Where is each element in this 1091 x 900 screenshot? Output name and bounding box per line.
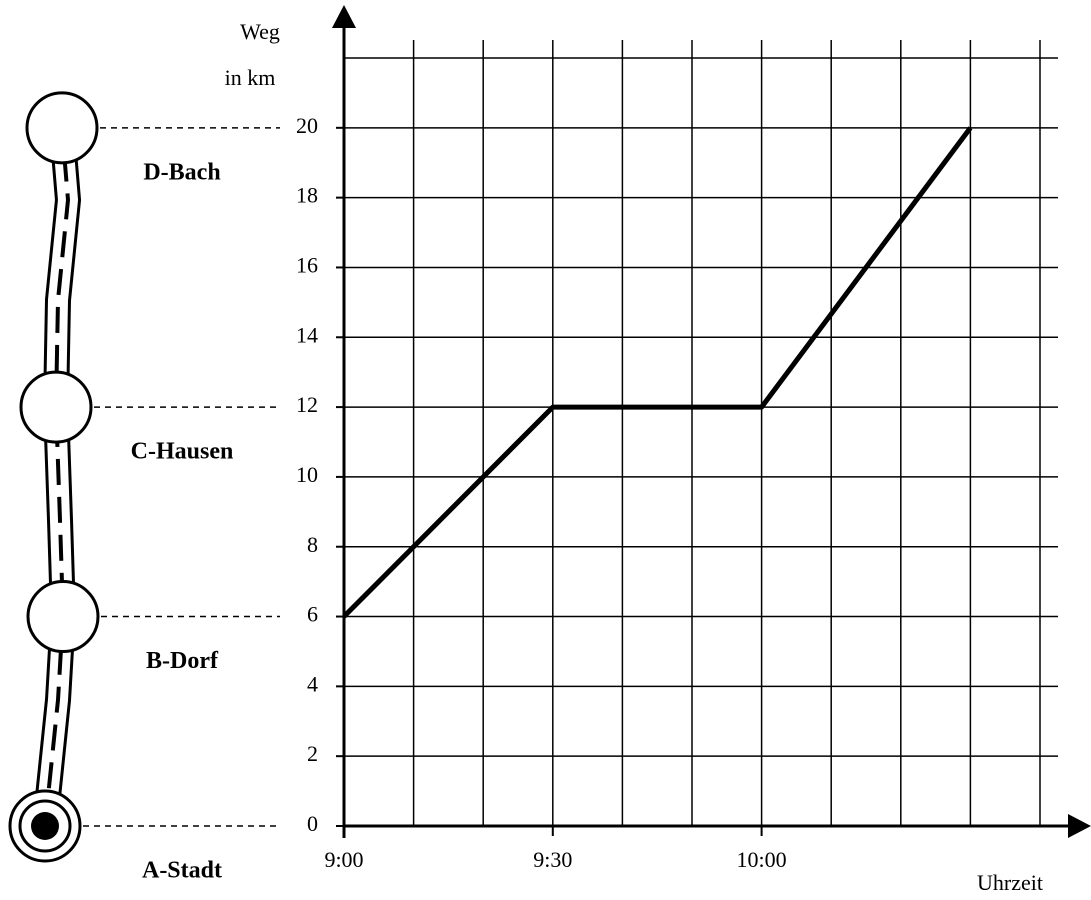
y-tick-label: 12 — [296, 392, 318, 417]
y-tick-label: 20 — [296, 113, 318, 138]
y-tick-label: 14 — [296, 322, 318, 347]
y-tick-label: 8 — [307, 532, 318, 557]
place-marker — [25, 91, 99, 165]
y-tick-label: 0 — [307, 811, 318, 836]
place-label: D-Bach — [143, 159, 220, 185]
x-axis-label: Uhrzeit — [977, 870, 1043, 895]
x-tick-label: 9:30 — [533, 847, 572, 872]
place-label: B-Dorf — [146, 648, 219, 674]
x-tick-label: 10:00 — [737, 847, 787, 872]
y-tick-label: 6 — [307, 602, 318, 627]
data-line — [342, 126, 973, 619]
place-marker — [26, 580, 100, 654]
x-tick-label: 9:00 — [324, 847, 363, 872]
y-tick-label: 10 — [296, 462, 318, 487]
y-axis-arrow — [332, 5, 356, 28]
y-tick-label: 2 — [307, 741, 318, 766]
place-marker-dot — [31, 812, 59, 840]
y-tick-label: 16 — [296, 253, 318, 278]
y-axis-label: Weg — [240, 19, 280, 44]
road — [32, 126, 81, 828]
place-label: C-Hausen — [131, 439, 234, 465]
x-axis-arrow — [1068, 814, 1091, 838]
y-axis-label: in km — [225, 65, 276, 90]
y-tick-label: 18 — [296, 183, 318, 208]
place-marker — [19, 370, 93, 444]
y-tick-label: 4 — [307, 671, 318, 696]
place-label: A-Stadt — [142, 858, 222, 884]
